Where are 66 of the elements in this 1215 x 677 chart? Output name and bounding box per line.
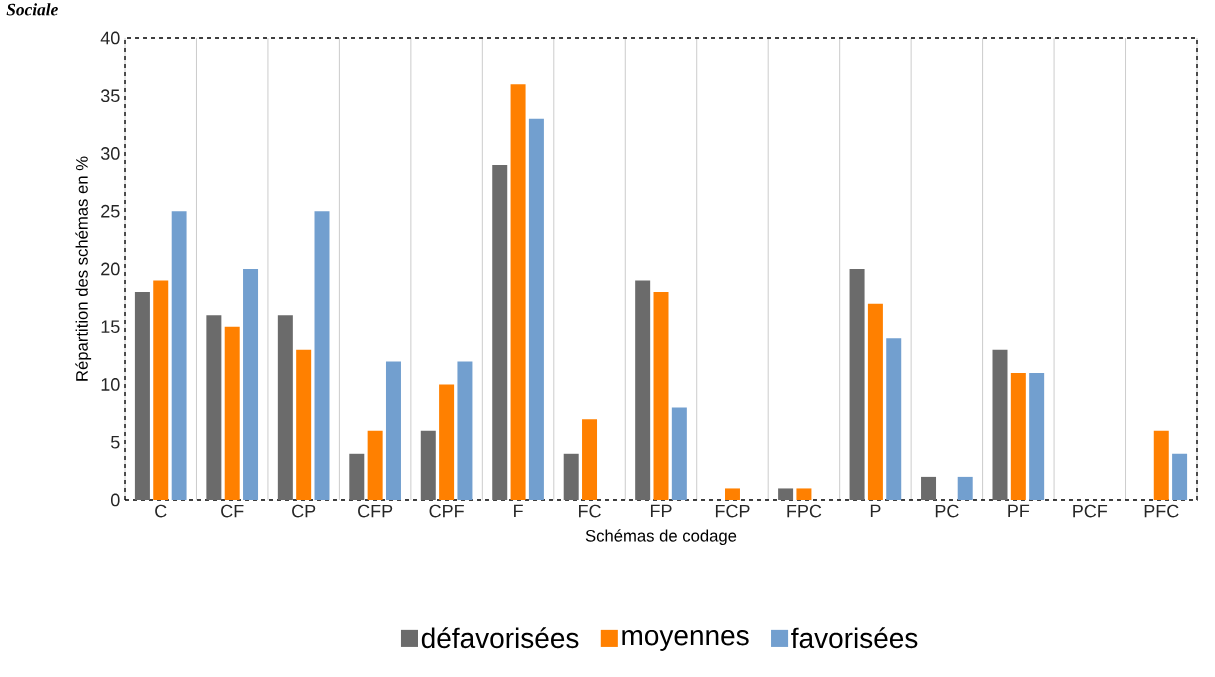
bar [420,430,436,500]
bar [277,315,293,500]
x-tick-label: FPC [787,504,822,518]
x-tick-label: PFC [1144,504,1179,518]
x-tick-label: P [870,504,881,518]
bar [1172,453,1188,500]
legend-label: défavorisées [421,627,579,649]
legend-label: favorisées [791,627,918,649]
x-tick-label: CF [221,504,244,518]
y-tick-label: 40 [100,31,120,45]
bar [243,268,259,500]
bar [867,303,883,500]
x-tick-label: PC [935,504,959,518]
bar [635,280,651,500]
bar [510,84,526,500]
bar [957,476,973,500]
bar [314,211,330,500]
bar [778,488,794,500]
x-tick-label: CPF [429,504,464,518]
bar [992,349,1008,500]
bar [849,268,865,500]
x-tick-label: CFP [358,504,393,518]
bar [796,488,812,500]
y-tick-label: 20 [101,262,120,276]
bar [385,361,401,500]
bar [671,407,687,500]
x-tick-label: PF [1008,504,1030,518]
legend-label: moyennes [622,630,749,651]
x-tick-label: CP [292,504,316,518]
y-axis-title: Répartition des schémas en % [75,156,92,381]
x-axis-title: Schémas de codage [585,529,737,545]
bar [724,488,740,500]
bar [367,430,383,500]
bar [1153,430,1169,500]
x-tick-label: F [514,504,523,518]
y-tick-label: 15 [101,320,120,334]
bar [563,453,579,500]
bar [134,292,150,500]
bar [921,476,937,500]
y-tick-label: 25 [101,204,120,218]
bar [886,338,902,500]
bar [457,361,473,500]
bar [439,384,455,500]
bar [296,349,312,500]
bar [224,326,240,500]
bar [1010,372,1026,500]
x-tick-label: FP [650,504,672,518]
x-tick-label: FCP [715,504,750,518]
y-tick-label: 5 [111,435,120,449]
x-tick-label: FC [579,504,601,518]
x-tick-label: PCF [1073,504,1108,518]
y-tick-label: 10 [101,378,120,391]
bar [1029,372,1045,500]
bar [653,292,669,500]
bar [582,419,598,500]
bar [171,211,187,500]
text: Sociale [6,3,58,16]
bar [206,315,222,500]
bar [492,165,508,500]
bar [528,118,544,500]
bar [153,280,169,500]
bar [349,453,365,500]
y-tick-label: 30 [100,147,120,160]
x-tick-label: C [155,504,167,518]
y-tick-label: 0 [111,493,120,507]
y-tick-label: 35 [100,89,120,103]
